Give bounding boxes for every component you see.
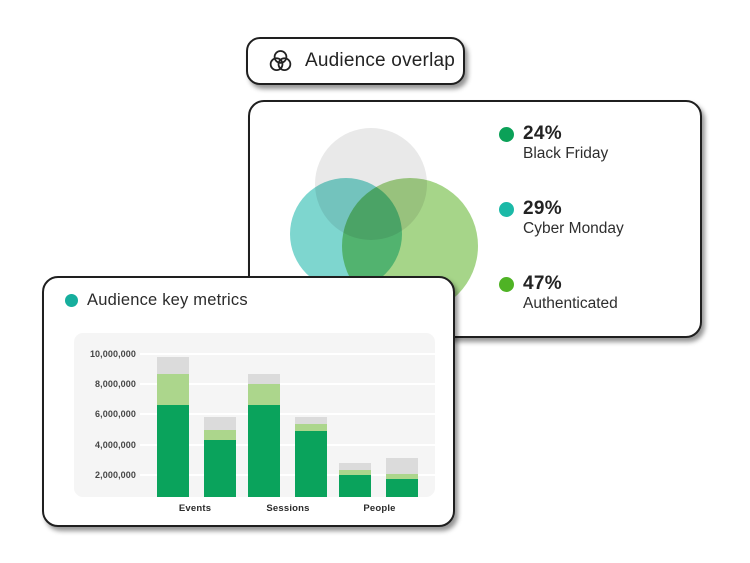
- y-axis-tick-label: 8,000,000: [95, 379, 136, 390]
- legend-entry-black-friday: 24% Black Friday: [499, 123, 689, 164]
- overlap-legend: 24% Black Friday 29% Cyber Monday 47% Au…: [499, 123, 689, 336]
- cyber-monday-dot-icon: [499, 202, 514, 217]
- black-friday-dot-icon: [499, 127, 514, 142]
- bar-segment-light-green: [294, 424, 327, 432]
- x-axis-label-events: Events: [178, 503, 212, 514]
- bar-segment-gray: [385, 458, 418, 475]
- gridline: [140, 443, 435, 446]
- bar-segment-gray: [294, 416, 327, 425]
- gridline: [140, 473, 435, 476]
- stacked-bar-events-2: [203, 416, 236, 497]
- legend-entry-cyber-monday: 29% Cyber Monday: [499, 198, 689, 239]
- gridline: [140, 353, 435, 355]
- metrics-card-title: Audience key metrics: [87, 291, 248, 309]
- stacked-bar-sessions-2: [294, 416, 327, 497]
- x-axis-label-people: People: [363, 503, 396, 514]
- y-axis-tick-label: 6,000,000: [95, 409, 136, 420]
- bar-segment-gray: [203, 416, 236, 430]
- title-dot-icon: [65, 294, 78, 307]
- bar-segment-dark-green: [339, 474, 371, 497]
- legend-value: 47%: [523, 273, 562, 294]
- bar-segment-gray: [339, 462, 371, 470]
- y-axis-tick-label: 4,000,000: [95, 439, 136, 450]
- bar-segment-light-green: [157, 373, 189, 406]
- legend-entry-authenticated: 47% Authenticated: [499, 273, 689, 314]
- bar-segment-dark-green: [294, 431, 327, 497]
- bar-segment-light-green: [385, 474, 418, 480]
- legend-label: Cyber Monday: [523, 220, 624, 237]
- bar-segment-light-green: [248, 384, 280, 406]
- gridline: [140, 383, 435, 386]
- bar-segment-light-green: [203, 429, 236, 441]
- legend-value: 29%: [523, 198, 562, 219]
- x-axis-label-sessions: Sessions: [266, 503, 310, 514]
- y-axis-tick-label: 2,000,000: [95, 469, 136, 480]
- stacked-bar-events-1: [157, 357, 189, 497]
- bar-segment-dark-green: [157, 405, 189, 497]
- legend-label: Authenticated: [523, 295, 618, 312]
- y-axis-tick-label: 10,000,000: [89, 349, 136, 359]
- stacked-bar-sessions-1: [248, 374, 280, 497]
- bar-segment-light-green: [339, 469, 371, 475]
- legend-value: 24%: [523, 123, 562, 144]
- chip-label: Audience overlap: [305, 50, 456, 71]
- stacked-bar-people-1: [339, 462, 371, 497]
- metrics-card-header: Audience key metrics: [65, 291, 248, 310]
- bar-segment-gray: [248, 374, 280, 385]
- bar-segment-dark-green: [203, 440, 236, 497]
- stacked-bar-people-2: [385, 458, 418, 497]
- venn-diagram-icon: [269, 49, 292, 71]
- bar-segment-dark-green: [248, 405, 280, 497]
- bar-segment-dark-green: [385, 479, 418, 497]
- x-axis-labels: Events Sessions People: [74, 503, 435, 519]
- gridline: [140, 413, 435, 416]
- audience-key-metrics-card: Audience key metrics 2,000,000 4,000,000 6…: [42, 276, 455, 527]
- audience-overlap-chip: Audience overlap: [246, 37, 465, 85]
- bar-chart-plot: 2,000,000 4,000,000 6,000,000 8,000,000 10,0…: [74, 333, 435, 497]
- bar-segment-gray: [157, 357, 189, 374]
- legend-label: Black Friday: [523, 145, 609, 162]
- authenticated-dot-icon: [499, 277, 514, 292]
